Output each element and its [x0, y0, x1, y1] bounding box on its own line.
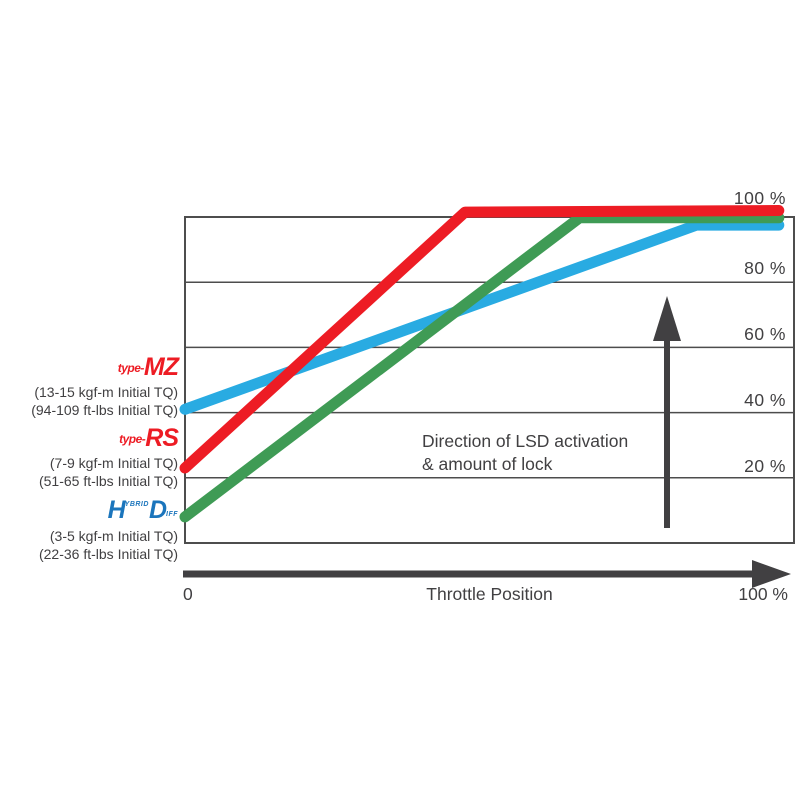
hd-logo-d-small: IFF	[166, 511, 178, 518]
type-rs-logo-name: RS	[145, 424, 179, 452]
direction-arrow-head	[653, 296, 681, 341]
series-line-hd-hybrid-diff	[179, 212, 785, 523]
type-rs-initial-tq-ftlbs: (51-65 ft-lbs Initial TQ)	[38, 472, 178, 489]
legend-entry-type-mz: type-MZ (13-15 kgf-m Initial TQ) (94-109…	[0, 353, 179, 419]
hd-initial-tq-ftlbs: (22-36 ft-lbs Initial TQ)	[38, 545, 178, 562]
x-axis-min-label: 0	[183, 584, 193, 604]
type-rs-initial-tq-kgf: (7-9 kgf-m Initial TQ)	[49, 455, 178, 471]
legend-entry-hd: HYBRIDDIFF (3-5 kgf-m Initial TQ) (22-36…	[0, 492, 178, 563]
type-mz-initial-tq-ftlbs: (94-109 ft-lbs Initial TQ)	[31, 401, 178, 418]
type-mz-logo-name: MZ	[143, 353, 179, 381]
y-tick-label-60: 60 %	[744, 324, 786, 344]
x-axis-title: Throttle Position	[426, 584, 553, 604]
y-tick-label-80: 80 %	[744, 258, 786, 278]
x-axis-max-label: 100 %	[738, 584, 788, 604]
direction-annotation: Direction of LSD activation & amount of …	[422, 430, 628, 476]
series-line-type-mz	[179, 219, 785, 415]
direction-annotation-line2: & amount of lock	[422, 454, 553, 474]
type-mz-initial-tq-kgf: (13-15 kgf-m Initial TQ)	[34, 384, 178, 400]
type-rs-logo: type-RS	[0, 424, 179, 455]
type-rs-logo-prefix: type-	[119, 432, 146, 446]
y-tick-label-100: 100 %	[733, 188, 786, 208]
direction-annotation-line1: Direction of LSD activation	[422, 431, 629, 451]
x-axis-arrow-head	[752, 560, 791, 588]
series-line-type-rs	[179, 205, 785, 474]
type-mz-logo-prefix: type-	[117, 361, 145, 375]
type-mz-logo: type-MZ	[0, 353, 179, 384]
hd-initial-tq-kgf: (3-5 kgf-m Initial TQ)	[49, 528, 178, 544]
hd-logo: HYBRIDDIFF	[0, 492, 178, 528]
y-tick-label-20: 20 %	[744, 456, 786, 476]
hd-logo-h-small: YBRID	[124, 501, 149, 508]
y-tick-label-40: 40 %	[744, 390, 786, 410]
legend-entry-type-rs: type-RS (7-9 kgf-m Initial TQ) (51-65 ft…	[0, 424, 179, 490]
hd-logo-h: H	[107, 496, 126, 524]
hd-logo-d: D	[148, 496, 167, 524]
